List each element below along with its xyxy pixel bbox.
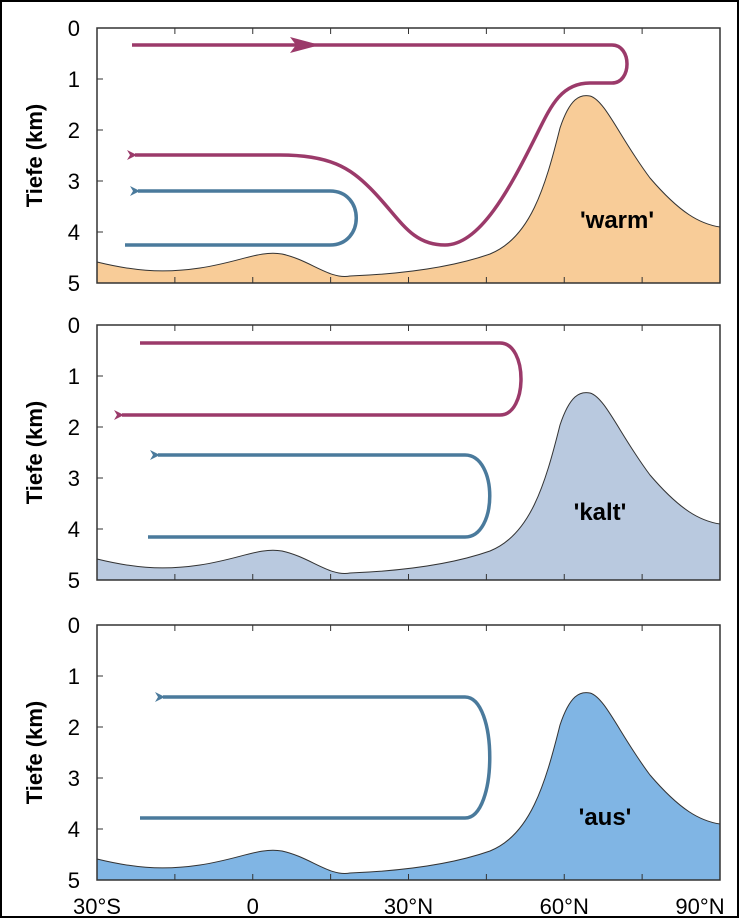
y-tick-label: 3 xyxy=(68,169,80,194)
circulation-arrow xyxy=(127,43,629,247)
x-tick-label: 90°N xyxy=(675,894,724,918)
y-tick-label: 3 xyxy=(68,766,80,791)
topography xyxy=(96,692,721,881)
circulation-arrow xyxy=(148,450,492,539)
y-tick-label: 2 xyxy=(68,415,80,440)
y-tick-label: 5 xyxy=(68,568,80,593)
circulation-arrow xyxy=(140,692,492,820)
y-tick-label: 4 xyxy=(68,517,80,542)
y-axis-label: Tiefe (km) xyxy=(22,701,47,805)
x-tick-label: 30°S xyxy=(73,894,121,918)
y-tick-label: 3 xyxy=(68,466,80,491)
y-axis-label: Tiefe (km) xyxy=(22,104,47,208)
y-tick-label: 0 xyxy=(68,313,80,338)
y-tick-label: 1 xyxy=(68,664,80,689)
x-tick-label: 30°N xyxy=(384,894,433,918)
x-tick-label: 60°N xyxy=(540,894,589,918)
panel-label: 'aus' xyxy=(579,804,632,831)
y-tick-label: 1 xyxy=(68,364,80,389)
x-tick-label: 0 xyxy=(247,894,259,918)
y-tick-label: 4 xyxy=(68,220,80,245)
panel-label: 'warm' xyxy=(580,207,654,234)
y-tick-label: 2 xyxy=(68,715,80,740)
panel: 0 1 2 3 4 5 Tiefe (km) 'kalt' xyxy=(22,313,721,593)
y-tick-label: 1 xyxy=(68,67,80,92)
circulation-arrow xyxy=(125,186,358,247)
y-tick-label: 2 xyxy=(68,118,80,143)
y-tick-label: 4 xyxy=(68,817,80,842)
circulation-arrow xyxy=(114,341,523,420)
panel: 0 1 2 3 4 5 Tiefe (km) 'aus' xyxy=(22,613,721,893)
topography xyxy=(96,392,721,581)
y-tick-label: 5 xyxy=(68,271,80,296)
panel-label: 'kalt' xyxy=(574,499,627,526)
topography xyxy=(96,95,721,284)
panel: 0 1 2 3 4 5 Tiefe (km) 'warm' xyxy=(22,16,721,296)
y-axis-label: Tiefe (km) xyxy=(22,401,47,505)
y-tick-label: 0 xyxy=(68,16,80,41)
y-tick-label: 0 xyxy=(68,613,80,638)
y-tick-label: 5 xyxy=(68,868,80,893)
